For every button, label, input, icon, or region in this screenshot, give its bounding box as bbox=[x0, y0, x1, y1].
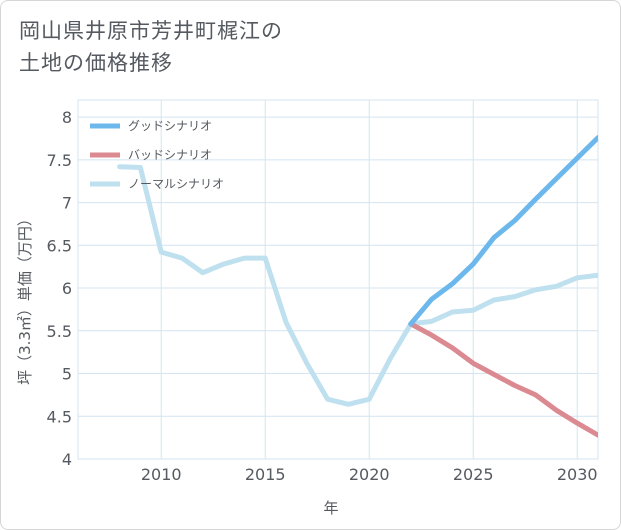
y-tick-label: 6.5 bbox=[47, 236, 72, 255]
x-tick-label: 2015 bbox=[245, 465, 286, 484]
y-tick-label: 4 bbox=[62, 450, 72, 469]
x-tick-label: 2020 bbox=[349, 465, 390, 484]
y-tick-label: 5.5 bbox=[47, 322, 72, 341]
legend-label-normal: ノーマルシナリオ bbox=[128, 177, 224, 191]
chart-title-line-2: 土地の価格推移 bbox=[19, 51, 173, 75]
x-tick-label: 2025 bbox=[453, 465, 494, 484]
legend-label-bad: バッドシナリオ bbox=[128, 148, 212, 162]
x-axis-ticks: 2010 2015 2020 2025 2030 bbox=[141, 465, 598, 484]
y-axis-ticks: 4 4.5 5 5.5 6 6.5 7 7.5 8 bbox=[47, 108, 72, 469]
chart-title: 岡山県井原市芳井町梶江の 土地の価格推移 bbox=[19, 15, 283, 79]
y-tick-label: 4.5 bbox=[47, 407, 72, 426]
series-line-normal bbox=[117, 164, 598, 407]
y-tick-label: 7 bbox=[62, 194, 72, 213]
x-tick-label: 2010 bbox=[141, 465, 182, 484]
y-tick-label: 6 bbox=[62, 279, 72, 298]
series-line-bad bbox=[408, 321, 598, 438]
y-tick-label: 5 bbox=[62, 365, 72, 384]
y-axis-label: 坪（3.3㎡）単価（万円） bbox=[16, 211, 34, 385]
y-tick-label: 7.5 bbox=[47, 151, 72, 170]
y-tick-label: 8 bbox=[62, 108, 72, 127]
x-tick-label: 2030 bbox=[557, 465, 598, 484]
grid bbox=[77, 99, 599, 460]
chart-title-line-1: 岡山県井原市芳井町梶江の bbox=[19, 19, 283, 43]
x-axis-label: 年 bbox=[323, 499, 338, 517]
series-line-good bbox=[408, 135, 598, 327]
series-lines bbox=[117, 135, 598, 438]
legend-label-good: グッドシナリオ bbox=[128, 119, 212, 133]
